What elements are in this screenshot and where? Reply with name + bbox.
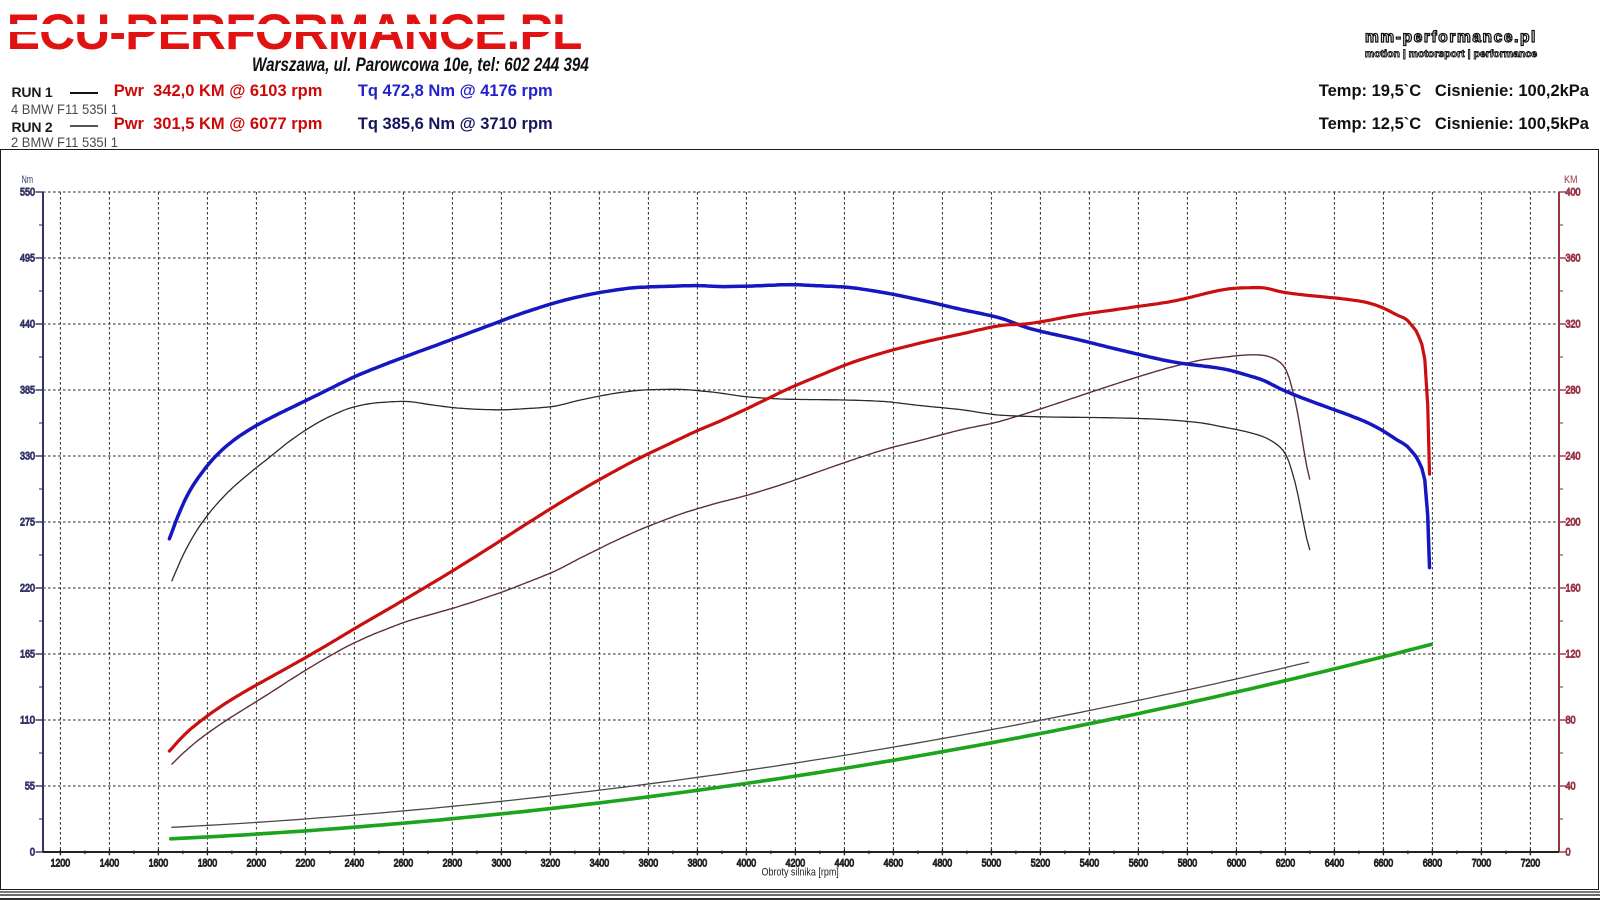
- svg-text:280: 280: [1566, 385, 1581, 397]
- svg-text:550: 550: [20, 187, 35, 199]
- svg-text:5600: 5600: [1129, 857, 1149, 869]
- svg-text:5200: 5200: [1031, 857, 1051, 869]
- svg-text:275: 275: [20, 517, 35, 529]
- svg-text:2800: 2800: [443, 857, 463, 869]
- svg-text:240: 240: [1566, 451, 1581, 463]
- svg-text:1800: 1800: [198, 857, 218, 869]
- svg-text:2600: 2600: [394, 857, 414, 869]
- svg-text:3200: 3200: [541, 857, 561, 869]
- svg-text:4800: 4800: [933, 857, 953, 869]
- svg-text:400: 400: [1566, 187, 1581, 199]
- svg-text:4600: 4600: [884, 857, 904, 869]
- svg-text:3600: 3600: [639, 857, 659, 869]
- svg-text:6800: 6800: [1423, 857, 1443, 869]
- svg-text:360: 360: [1566, 253, 1581, 265]
- svg-text:220: 220: [20, 583, 35, 595]
- svg-text:6000: 6000: [1227, 857, 1247, 869]
- svg-text:80: 80: [1566, 715, 1576, 727]
- svg-text:165: 165: [20, 649, 35, 661]
- svg-text:3400: 3400: [590, 857, 610, 869]
- svg-text:55: 55: [25, 781, 35, 793]
- svg-text:4000: 4000: [737, 857, 757, 869]
- svg-text:5000: 5000: [982, 857, 1002, 869]
- svg-text:6400: 6400: [1325, 857, 1345, 869]
- svg-text:1400: 1400: [100, 857, 120, 869]
- svg-text:200: 200: [1566, 517, 1581, 529]
- svg-text:4400: 4400: [835, 857, 855, 869]
- svg-text:2400: 2400: [345, 857, 365, 869]
- svg-text:0: 0: [1566, 847, 1571, 859]
- svg-text:3800: 3800: [688, 857, 708, 869]
- svg-text:1200: 1200: [51, 857, 71, 869]
- svg-text:3000: 3000: [492, 857, 512, 869]
- svg-text:KM: KM: [1564, 174, 1578, 186]
- svg-text:5400: 5400: [1080, 857, 1100, 869]
- svg-text:385: 385: [20, 385, 35, 397]
- svg-text:120: 120: [1566, 649, 1581, 661]
- svg-text:1600: 1600: [149, 857, 169, 869]
- svg-text:495: 495: [20, 253, 35, 265]
- svg-text:Obroty silnika [rpm]: Obroty silnika [rpm]: [762, 867, 839, 879]
- svg-text:2000: 2000: [247, 857, 267, 869]
- svg-text:440: 440: [20, 319, 35, 331]
- svg-text:320: 320: [1566, 319, 1581, 331]
- svg-text:6600: 6600: [1374, 857, 1394, 869]
- svg-text:2200: 2200: [296, 857, 316, 869]
- svg-text:5800: 5800: [1178, 857, 1198, 869]
- svg-text:0: 0: [30, 847, 35, 859]
- svg-text:4200: 4200: [786, 857, 806, 869]
- svg-text:7200: 7200: [1521, 857, 1541, 869]
- svg-text:6200: 6200: [1276, 857, 1296, 869]
- svg-text:330: 330: [20, 451, 35, 463]
- svg-text:40: 40: [1566, 781, 1576, 793]
- svg-text:Nm: Nm: [22, 174, 34, 186]
- svg-text:110: 110: [20, 715, 35, 727]
- svg-text:160: 160: [1566, 583, 1581, 595]
- svg-text:7000: 7000: [1472, 857, 1492, 869]
